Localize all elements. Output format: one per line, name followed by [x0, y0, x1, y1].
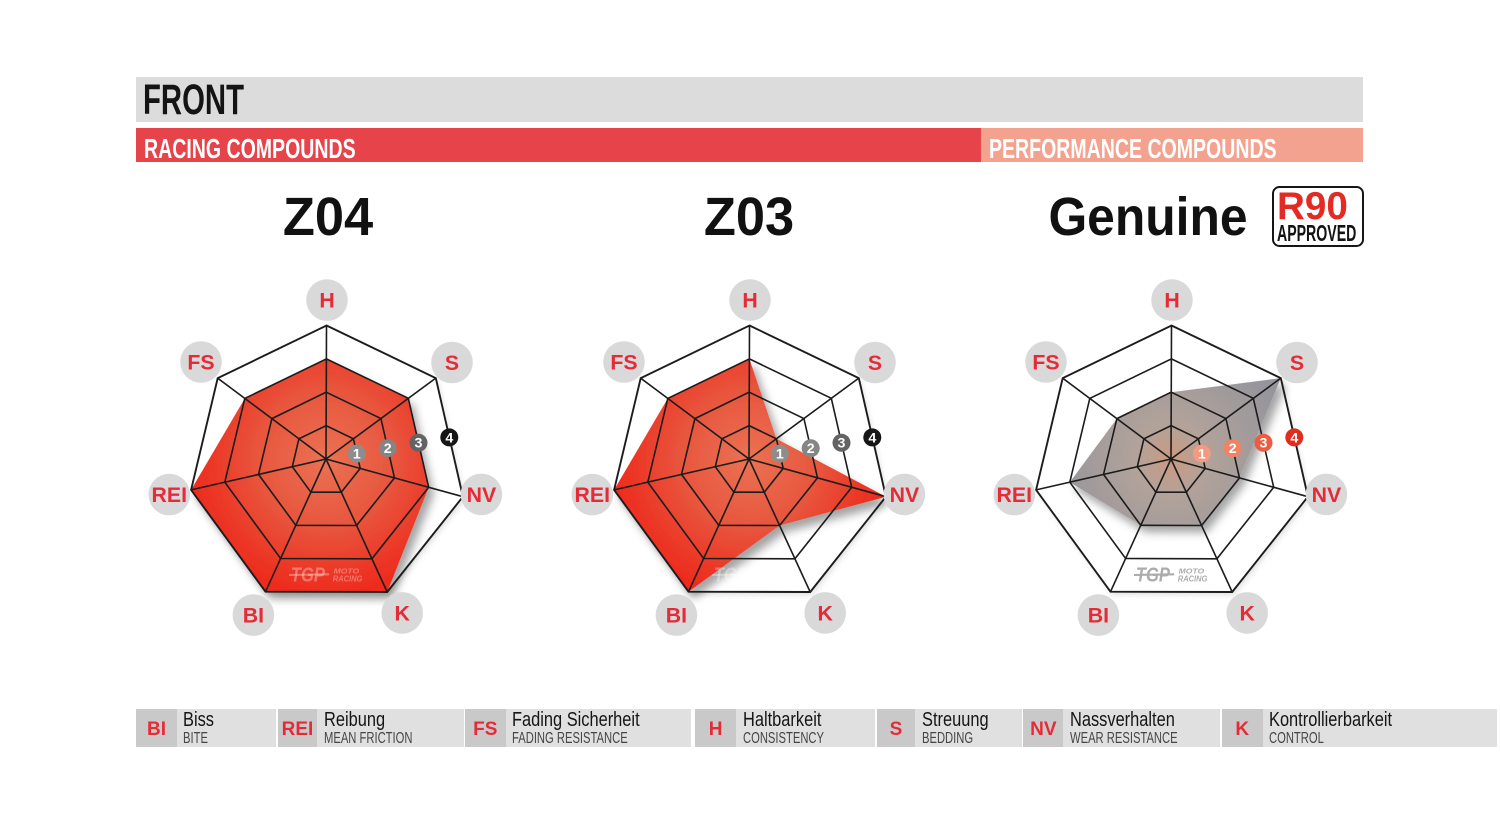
svg-text:MOTO: MOTO [334, 566, 360, 575]
svg-text:K: K [395, 601, 411, 625]
svg-text:3: 3 [838, 436, 846, 452]
svg-text:2: 2 [807, 441, 815, 457]
svg-text:K: K [1240, 601, 1256, 625]
svg-text:1: 1 [353, 446, 361, 462]
svg-text:MOTO: MOTO [1179, 567, 1205, 576]
svg-text:RACING: RACING [333, 573, 363, 583]
svg-text:REI: REI [997, 483, 1033, 507]
svg-text:REI: REI [152, 483, 188, 507]
svg-text:S: S [1290, 351, 1304, 375]
svg-text:BI: BI [243, 603, 264, 627]
svg-text:1: 1 [776, 447, 784, 463]
svg-text:FS: FS [610, 350, 637, 374]
svg-text:RACING: RACING [756, 574, 786, 584]
svg-text:4: 4 [868, 430, 876, 446]
svg-text:4: 4 [445, 430, 453, 446]
svg-text:NV: NV [1312, 483, 1342, 507]
svg-text:FS: FS [1032, 350, 1059, 374]
svg-text:H: H [742, 289, 757, 313]
svg-text:TGP: TGP [291, 564, 326, 586]
svg-text:S: S [868, 351, 882, 375]
svg-text:RACING: RACING [1178, 574, 1208, 584]
svg-text:BI: BI [1088, 604, 1109, 628]
svg-text:NV: NV [890, 483, 920, 507]
svg-text:3: 3 [415, 435, 423, 451]
svg-text:TGP: TGP [714, 565, 749, 587]
svg-text:MOTO: MOTO [757, 567, 783, 576]
svg-text:H: H [319, 288, 334, 312]
svg-text:2: 2 [384, 441, 392, 457]
svg-text:NV: NV [467, 482, 497, 506]
svg-text:REI: REI [575, 483, 611, 507]
svg-text:K: K [818, 601, 834, 625]
svg-text:3: 3 [1260, 436, 1268, 452]
svg-text:4: 4 [1290, 430, 1298, 446]
svg-text:BI: BI [666, 604, 687, 628]
svg-text:H: H [1164, 289, 1179, 313]
svg-text:2: 2 [1229, 441, 1237, 457]
svg-text:S: S [445, 350, 459, 374]
svg-text:1: 1 [1198, 447, 1206, 463]
svg-text:FS: FS [187, 350, 214, 374]
